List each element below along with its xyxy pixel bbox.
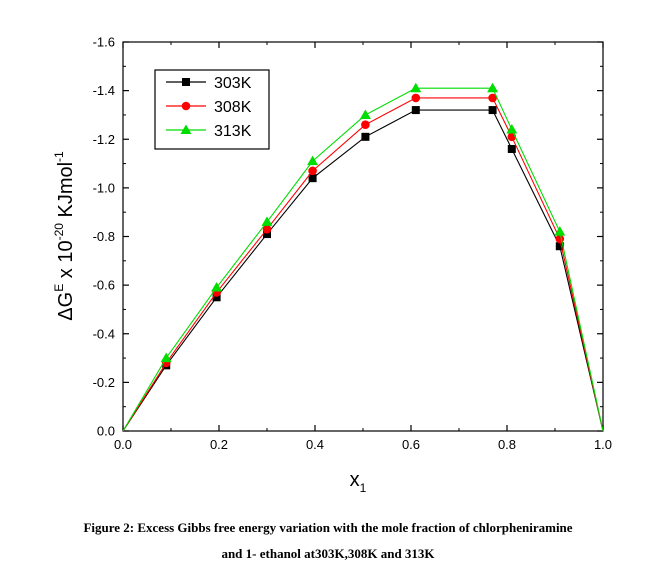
data-point-303k — [555, 242, 564, 251]
legend-marker-313k — [180, 124, 192, 134]
data-point-303k — [507, 144, 516, 153]
data-point-313k — [554, 226, 566, 236]
data-point-313k — [487, 82, 499, 93]
y-tick-label: -0.6 — [93, 278, 115, 293]
data-point-313k — [261, 216, 273, 226]
legend-box — [154, 69, 270, 150]
x-tick-label: 0.0 — [114, 437, 132, 452]
x-tick-label: 0.4 — [306, 437, 324, 452]
y-tick-label: 0.0 — [97, 424, 115, 439]
x-axis-title: x1 — [350, 469, 367, 495]
data-point-303k — [308, 174, 317, 183]
y-tick-label: -1.2 — [93, 132, 115, 147]
legend-item-313k: 313K — [166, 123, 252, 140]
data-point-308k — [555, 234, 565, 244]
legend-label-313k: 313K — [214, 123, 252, 140]
y-axis-title: ΔGE x 10-20 KJmol-1 — [52, 151, 77, 321]
legend-marker-303k — [182, 78, 190, 86]
legend: 303K 308K 313K — [154, 69, 270, 150]
legend-label-303k: 303K — [214, 75, 252, 92]
data-point-313k — [506, 124, 518, 134]
series-308k — [122, 93, 604, 432]
legend-item-303k: 303K — [166, 75, 252, 92]
data-point-303k — [361, 132, 370, 141]
data-point-308k — [488, 93, 497, 103]
data-point-313k — [307, 155, 319, 166]
legend-marker-308k — [181, 101, 191, 111]
y-tick-label: -1.0 — [93, 180, 115, 195]
data-point-308k — [361, 120, 370, 129]
x-tick-label: 0.8 — [498, 437, 516, 452]
y-tick-label: -1.6 — [93, 35, 115, 50]
data-point-313k — [211, 282, 223, 292]
data-point-308k — [411, 93, 421, 103]
data-point-313k — [410, 82, 422, 93]
legend-item-308k: 308K — [166, 99, 252, 116]
x-tick-label: 0.2 — [210, 437, 228, 452]
data-point-313k — [359, 109, 371, 119]
series-layer — [122, 82, 604, 432]
series-303k — [122, 106, 604, 432]
legend-label-308k: 308K — [214, 99, 252, 116]
y-tick-label: -0.2 — [93, 375, 115, 390]
x-tick-label: 0.6 — [402, 437, 420, 452]
gibbs-energy-chart: 0.0-0.2-0.4-0.6-0.8-1.0-1.2-1.4-1.6 0.0 0… — [52, 35, 612, 496]
data-point-303k — [212, 293, 221, 302]
figure-caption-line-2: and 1- ethanol at303K,308K and 313K — [221, 546, 435, 561]
data-point-303k — [411, 106, 420, 115]
x-axis: 0.0 0.2 0.4 0.6 0.8 1.0 — [114, 42, 612, 452]
series-line-303k — [122, 109, 604, 432]
data-point-308k — [308, 166, 317, 176]
data-point-303k — [263, 230, 271, 239]
data-point-303k — [488, 106, 497, 115]
y-tick-label: -0.8 — [93, 229, 115, 244]
data-point-308k — [262, 224, 272, 234]
series-313k — [122, 82, 604, 432]
y-tick-label: -0.4 — [93, 326, 115, 341]
y-axis: 0.0 -0.2 -0.4 -0.6 -0.8 -1.0 -1.2 -1.4 -1.6 — [93, 35, 603, 439]
y-tick-label: -1.4 — [93, 83, 115, 98]
figure-caption-line-1: Figure 2: Excess Gibbs free energy varia… — [83, 520, 573, 535]
data-point-313k — [160, 352, 172, 363]
x-tick-label: 1.0 — [594, 437, 612, 452]
